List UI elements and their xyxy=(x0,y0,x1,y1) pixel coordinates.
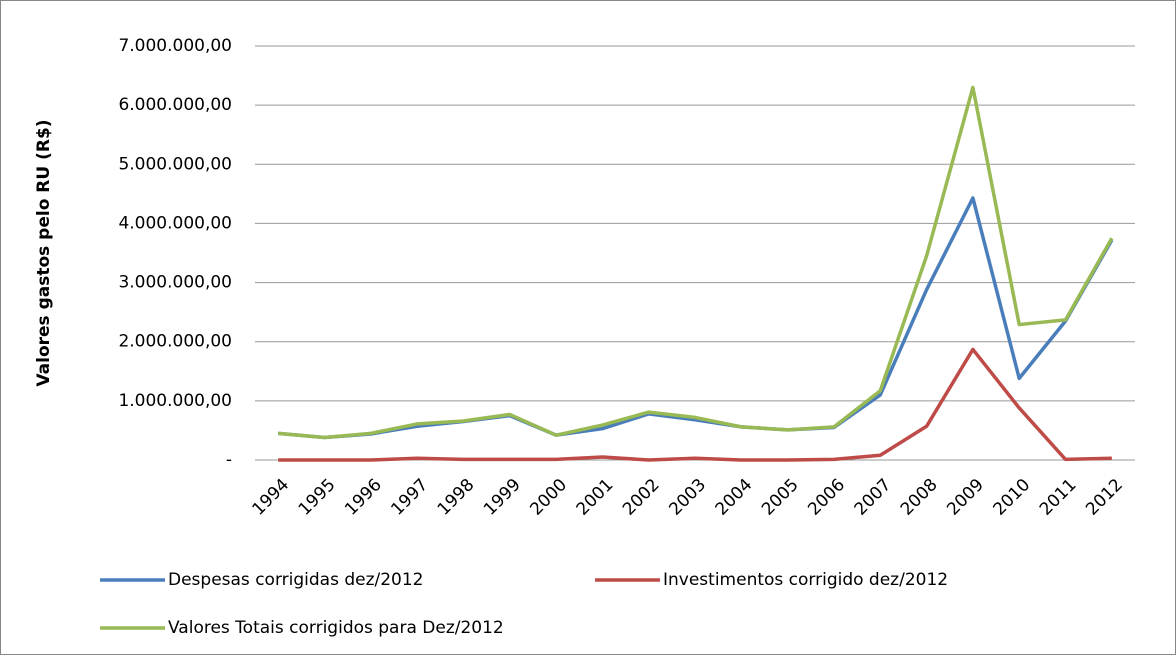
y-tick-label: 1.000.000,00 xyxy=(118,391,232,411)
y-tick-label: 2.000.000,00 xyxy=(118,332,232,352)
data-line xyxy=(278,196,1114,440)
y-axis-label: Valores gastos pelo RU (R$) xyxy=(34,119,54,386)
y-tick-label: - xyxy=(226,450,232,470)
y-tick-label: 6.000.000,00 xyxy=(118,95,232,115)
legend-label: Investimentos corrigido dez/2012 xyxy=(663,570,948,590)
y-tick-label: 5.000.000,00 xyxy=(118,154,232,174)
legend-label: Despesas corrigidas dez/2012 xyxy=(168,570,424,590)
y-tick-label: 4.000.000,00 xyxy=(118,213,232,233)
data-line xyxy=(278,347,1112,462)
data-line xyxy=(278,85,1114,440)
legend-label: Valores Totais corrigidos para Dez/2012 xyxy=(168,618,504,638)
y-tick-label: 7.000.000,00 xyxy=(118,36,232,56)
y-tick-label: 3.000.000,00 xyxy=(118,273,232,293)
